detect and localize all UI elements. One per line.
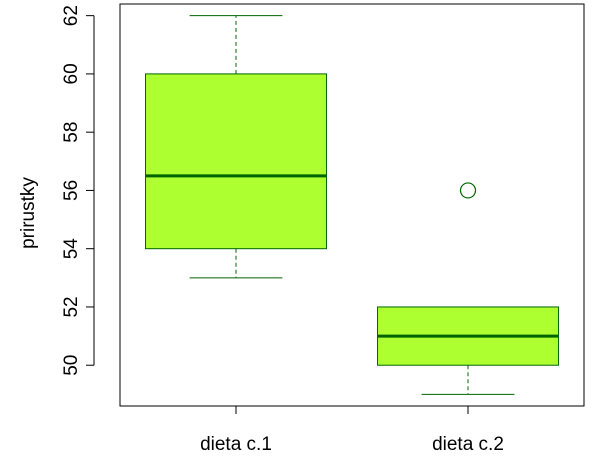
y-tick-label: 56 (61, 180, 82, 201)
outlier-point (459, 182, 477, 199)
plot-frame (119, 3, 585, 407)
y-tick-label: 60 (61, 63, 82, 84)
y-tick-label: 50 (61, 355, 82, 376)
boxes (145, 15, 559, 395)
x-tick-label: dieta c.2 (432, 434, 504, 455)
y-tick-label: 62 (61, 5, 82, 26)
y-axis-label: prirustky (18, 177, 39, 249)
x-tick-label: dieta c.1 (200, 434, 272, 455)
y-axis: 50 52 54 56 58 60 62 (61, 5, 95, 376)
box-iqr (145, 73, 327, 250)
y-tick-label: 54 (61, 238, 82, 260)
box-group (145, 15, 327, 279)
box-group (377, 182, 559, 395)
x-axis: dieta c.1 dieta c.2 (200, 406, 504, 455)
y-tick-label: 58 (61, 122, 82, 143)
y-tick-label: 52 (61, 296, 82, 317)
